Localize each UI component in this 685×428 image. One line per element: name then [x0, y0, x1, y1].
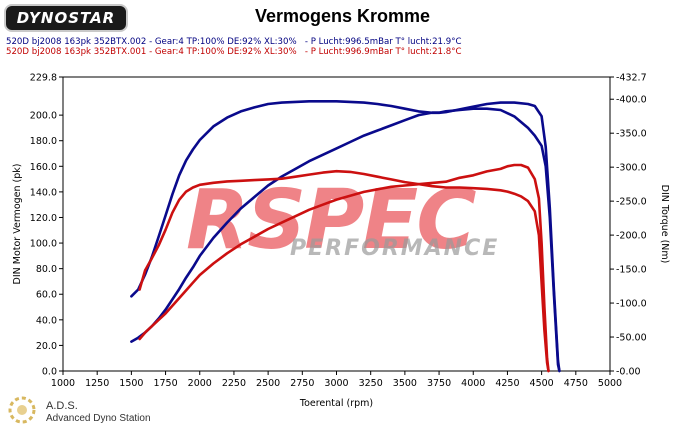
x-tick-label: 4250	[495, 378, 519, 389]
chart-title: Vermogens Kromme	[254, 6, 431, 26]
y-right-tick-label: -0.00	[616, 367, 641, 378]
x-tick-label: 5000	[598, 378, 622, 389]
x-tick-label: 2500	[256, 378, 280, 389]
y-left-tick-label: 200.0	[30, 111, 57, 122]
y-left-tick-label: 40.0	[36, 315, 57, 326]
y-right-tick-label: -250.0	[616, 197, 647, 208]
y-right-tick-label: -150.0	[616, 265, 647, 276]
blue-power-line	[130, 107, 561, 373]
dynostar-logo: DYNOSTAR	[4, 4, 128, 32]
y-right-tick-label: -200.0	[616, 231, 647, 242]
footer-title: A.D.S.	[46, 400, 78, 412]
y-left-tick-label: 140.0	[30, 187, 57, 198]
y-left-tick-label: 229.8	[30, 73, 57, 84]
y-left-tick-label: 100.0	[30, 239, 57, 250]
x-tick-label: 4500	[530, 378, 554, 389]
y-right-axis-label: DIN Torque (Nm)	[659, 185, 670, 264]
x-tick-label: 2000	[188, 378, 212, 389]
x-tick-label: 1000	[51, 378, 75, 389]
x-tick-label: 1750	[153, 378, 177, 389]
x-axis-label: Toerental (rpm)	[299, 398, 373, 409]
y-right-tick-label: -100.0	[616, 299, 647, 310]
x-tick-label: 3750	[427, 378, 451, 389]
y-right-tick-label: -50.00	[616, 333, 647, 344]
run-label-1: 520D bj2008 163pk 352BTX.002 - Gear:4 TP…	[6, 37, 462, 47]
y-right-tick-label: -300.0	[616, 163, 647, 174]
x-tick-label: 4750	[564, 378, 588, 389]
x-tick-label: 1500	[119, 378, 143, 389]
watermark-sub: PERFORMANCE	[290, 236, 499, 261]
y-left-tick-label: 160.0	[30, 162, 57, 173]
logo-text: DYNOSTAR	[16, 9, 116, 27]
x-tick-label: 4000	[461, 378, 485, 389]
rspec-watermark: RSPEC PERFORMANCE	[186, 173, 499, 268]
y-left-tick-label: 120.0	[30, 213, 57, 224]
y-left-tick-label: 20.0	[36, 341, 57, 352]
x-tick-label: 3250	[359, 378, 383, 389]
y-right-tick-label: -400.0	[616, 95, 647, 106]
red-torque-line	[138, 169, 550, 373]
run-label-2: 520D bj2008 163pk 352BTX.001 - Gear:4 TP…	[6, 47, 462, 57]
y-left-tick-label: 80.0	[36, 264, 57, 275]
watermark-main: RSPEC	[186, 173, 476, 268]
footer-subtitle: Advanced Dyno Station	[46, 413, 151, 424]
y-left-axis-label: DIN Motor Vermogen (pk)	[12, 164, 23, 285]
x-tick-label: 3500	[393, 378, 417, 389]
red-power-line	[138, 163, 550, 373]
x-tick-label: 2250	[222, 378, 246, 389]
y-left-tick-label: 180.0	[30, 136, 57, 147]
y-right-tick-label: -432.7	[616, 73, 647, 84]
blue-torque-line	[130, 100, 561, 373]
y-right-tick-label: -350.0	[616, 129, 647, 140]
x-tick-label: 1250	[85, 378, 109, 389]
y-left-tick-label: 60.0	[36, 290, 57, 301]
x-tick-label: 2750	[290, 378, 314, 389]
y-left-tick-label: 0.0	[42, 367, 57, 378]
ads-logo-icon	[8, 396, 36, 424]
x-tick-label: 3000	[324, 378, 348, 389]
